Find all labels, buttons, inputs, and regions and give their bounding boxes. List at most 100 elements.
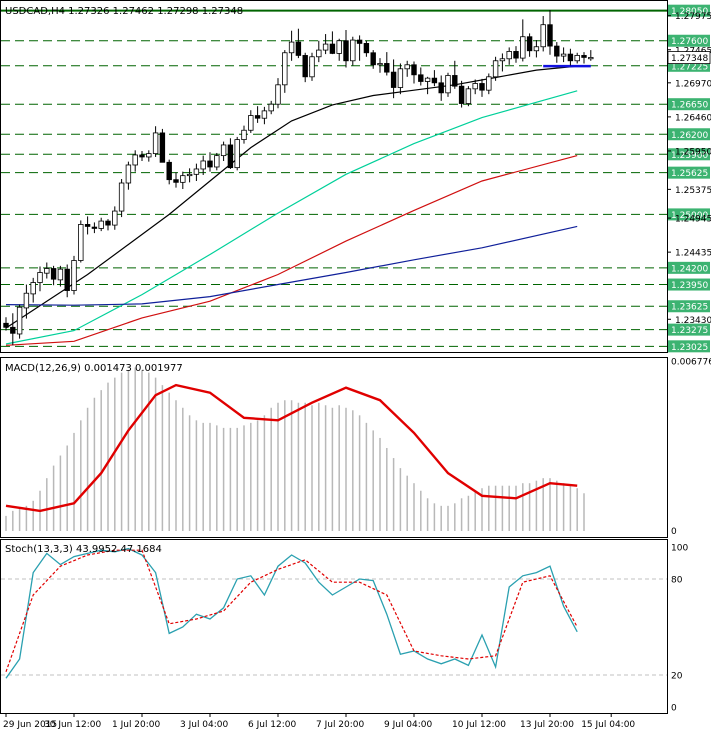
- candle-body: [254, 115, 261, 119]
- stoch-title: Stoch(13,3,3) 43.9952 47.1684: [5, 544, 162, 555]
- candle-body: [377, 63, 383, 66]
- candle-body: [180, 175, 186, 183]
- candle-body: [309, 56, 315, 78]
- level-label-bg: [668, 59, 710, 72]
- candle-body: [356, 39, 363, 44]
- candle: [105, 219, 111, 231]
- candle: [23, 284, 30, 319]
- price-axis: 1.279751.274651.269701.264601.259501.253…: [667, 12, 711, 326]
- candle-body: [64, 268, 70, 291]
- candle-body: [526, 36, 533, 52]
- candle-body: [363, 43, 370, 54]
- candle-body: [16, 306, 23, 335]
- candle: [486, 73, 492, 95]
- candle-body: [397, 68, 404, 88]
- candle-body: [214, 155, 220, 168]
- candle: [472, 79, 478, 95]
- candle: [445, 72, 451, 97]
- candle: [288, 30, 295, 61]
- candle-body: [411, 64, 417, 76]
- candle-body: [186, 173, 193, 177]
- candle-body: [533, 46, 540, 52]
- candle: [234, 136, 240, 171]
- candle: [30, 277, 36, 303]
- candle-body: [350, 39, 356, 62]
- candle-body: [574, 55, 580, 62]
- candles: [3, 10, 594, 346]
- time-axis-label: 7 Jul 20:00: [316, 720, 365, 730]
- main-panel-frame: [0, 0, 668, 353]
- candle: [159, 128, 166, 163]
- candle-body: [336, 40, 342, 54]
- level-label: 1.25900: [671, 151, 708, 161]
- price-axis-label: 1.26970: [675, 79, 711, 89]
- candle: [295, 28, 302, 59]
- stoch-axis-label: 80: [671, 576, 683, 586]
- candle: [146, 150, 152, 162]
- candle: [78, 220, 84, 263]
- candle-body: [282, 52, 288, 86]
- stoch-main-line: [5, 547, 578, 679]
- candle-body: [288, 41, 295, 54]
- main-title: USDCAD,H4 1.27326 1.27462 1.27298 1.2734…: [5, 6, 243, 17]
- candle: [254, 106, 261, 123]
- candle: [193, 163, 200, 182]
- candle: [384, 52, 390, 76]
- candle: [309, 52, 315, 81]
- candle: [139, 150, 145, 161]
- candle: [173, 172, 179, 188]
- candle: [125, 161, 132, 190]
- candle-body: [207, 160, 213, 168]
- candle-body: [295, 41, 302, 56]
- candle-body: [152, 132, 159, 155]
- price-axis-label: 1.27975: [675, 12, 711, 22]
- time-axis-label: 10 Jul 12:00: [452, 720, 506, 730]
- candle: [227, 138, 234, 169]
- candle: [84, 216, 91, 235]
- candle: [241, 125, 247, 144]
- candle: [186, 168, 193, 183]
- candle: [513, 46, 519, 63]
- candle-body: [248, 115, 254, 131]
- time-axis-label: 9 Jul 04:00: [384, 720, 433, 730]
- candle: [329, 31, 336, 55]
- candle: [533, 40, 540, 58]
- candle-body: [71, 260, 77, 291]
- candle: [220, 141, 227, 161]
- candle-body: [132, 154, 138, 166]
- level-label: 1.23275: [671, 326, 708, 336]
- candle: [499, 53, 506, 72]
- candle-body: [275, 84, 281, 105]
- candle-body: [458, 85, 465, 104]
- candle-body: [200, 160, 206, 170]
- candle: [207, 152, 213, 172]
- candle: [588, 50, 594, 61]
- candle: [431, 70, 438, 87]
- level-label-bg: [668, 208, 710, 221]
- candle: [16, 304, 23, 339]
- candle-body: [125, 164, 132, 184]
- candle: [112, 206, 118, 230]
- candle-body: [499, 58, 506, 62]
- moving-average-line: [5, 225, 578, 306]
- candle-body: [91, 226, 98, 229]
- candle-body: [105, 220, 111, 226]
- candle: [574, 52, 580, 64]
- macd-panel-frame: [0, 357, 668, 538]
- candle: [554, 42, 560, 63]
- candle: [3, 317, 9, 331]
- candle: [363, 40, 370, 57]
- candle: [57, 265, 64, 287]
- candle: [64, 264, 70, 298]
- candle-body: [588, 57, 594, 60]
- candle: [200, 155, 206, 175]
- candle-body: [23, 292, 30, 309]
- candle-body: [554, 45, 560, 57]
- candle: [336, 38, 342, 61]
- candle: [180, 171, 186, 190]
- candle: [50, 265, 57, 286]
- candle-body: [390, 71, 397, 88]
- candle-body: [50, 268, 57, 280]
